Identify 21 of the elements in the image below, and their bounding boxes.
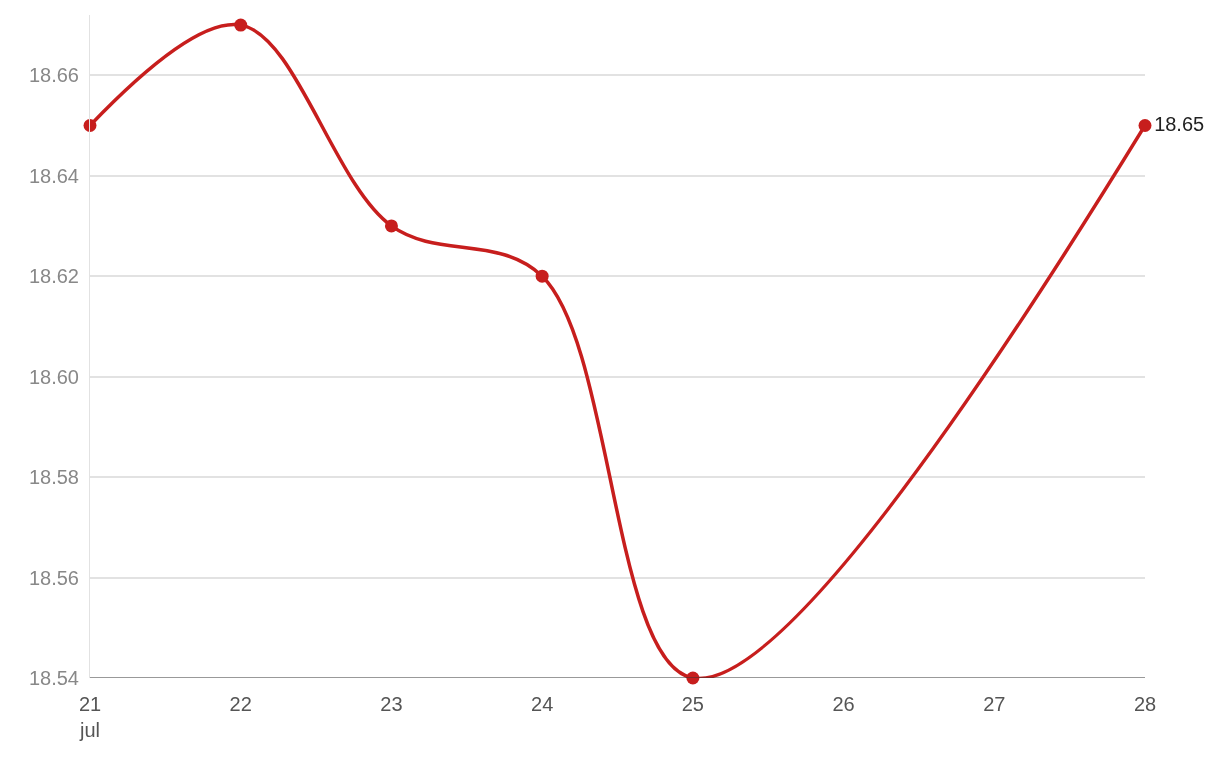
- x-tick-label: 27: [983, 693, 1006, 715]
- y-tick-label: 18.58: [28, 466, 79, 489]
- x-tick-label: 22: [229, 693, 252, 715]
- point: [234, 18, 248, 32]
- point: [1138, 119, 1152, 132]
- x-tick-label: 21 jul: [78, 693, 102, 741]
- point: [535, 269, 549, 283]
- y-tick-label: 18.64: [28, 164, 79, 187]
- data-label: 18.65: [1154, 112, 1205, 135]
- x-tick-label: 26: [832, 693, 855, 715]
- x-tick-label: 25: [681, 693, 704, 715]
- x-tick-label: 28: [1133, 693, 1157, 715]
- y-tick-label: 18.66: [28, 64, 79, 87]
- x-tick-label: 24: [531, 693, 554, 715]
- y-tick-label: 18.54: [28, 667, 79, 689]
- point: [384, 219, 398, 233]
- point: [83, 119, 97, 132]
- y-tick-label: 18.56: [28, 566, 79, 589]
- x-tick-label: 23: [380, 693, 403, 715]
- y-tick-label: 18.62: [28, 265, 79, 288]
- y-tick-label: 18.60: [28, 365, 79, 388]
